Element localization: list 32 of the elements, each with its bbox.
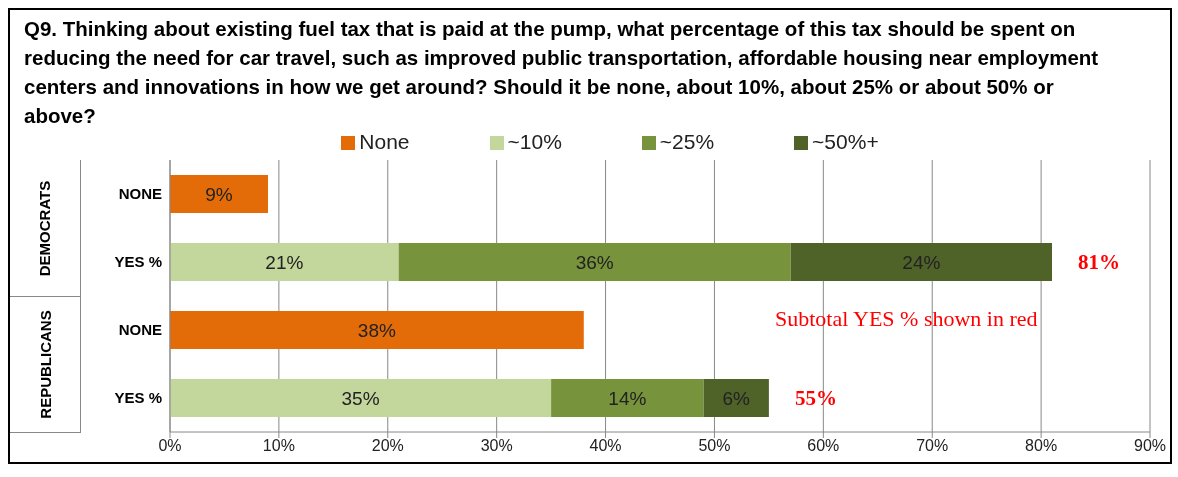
x-tick-label: 80% — [1025, 437, 1058, 455]
data-label: 14% — [608, 387, 647, 409]
data-label: 35% — [341, 387, 380, 409]
y-tick-label: NONE — [118, 185, 162, 203]
data-label: 21% — [265, 251, 304, 273]
data-label: 24% — [902, 251, 941, 273]
legend-label: ~25% — [659, 130, 715, 153]
total-label: 81% — [1078, 249, 1120, 276]
chart-title: Q9. Thinking about existing fuel tax that is paid at the pump, what percentage of this tax should be spent on reducing the need for car travel, such as improved public transportation, affordable housing near employment centers and innovations in how we get around? Should it be none, about 10%, about 25% or about 50% or above? — [23, 16, 1100, 129]
annotation: Subtotal YES % shown in red — [775, 306, 1038, 332]
data-label: 9% — [205, 183, 233, 205]
y-tick-label: YES % — [114, 389, 162, 407]
data-label: 38% — [357, 319, 397, 341]
x-tick-label: 60% — [807, 437, 840, 455]
x-tick-label: 30% — [480, 437, 513, 455]
x-tick-label: 40% — [589, 437, 622, 455]
total-label: 55% — [794, 385, 837, 412]
legend-label: None — [359, 130, 410, 153]
x-tick-label: 0% — [158, 437, 182, 455]
x-tick-label: 90% — [1133, 437, 1167, 455]
data-label: 6% — [722, 387, 751, 409]
y-tick-label: NONE — [118, 321, 162, 339]
text: REPUBLICANS — [36, 309, 54, 419]
x-tick-label: 70% — [916, 437, 949, 455]
text: DEMOCRATS — [36, 180, 54, 276]
data-label: 36% — [575, 251, 614, 273]
legend-label: ~10% — [507, 130, 562, 153]
x-tick-label: 20% — [371, 437, 404, 455]
y-tick-label: YES % — [114, 253, 162, 271]
legend-label: ~50%+ — [812, 130, 879, 153]
x-tick-label: 10% — [262, 437, 295, 455]
x-tick-label: 50% — [698, 437, 731, 455]
